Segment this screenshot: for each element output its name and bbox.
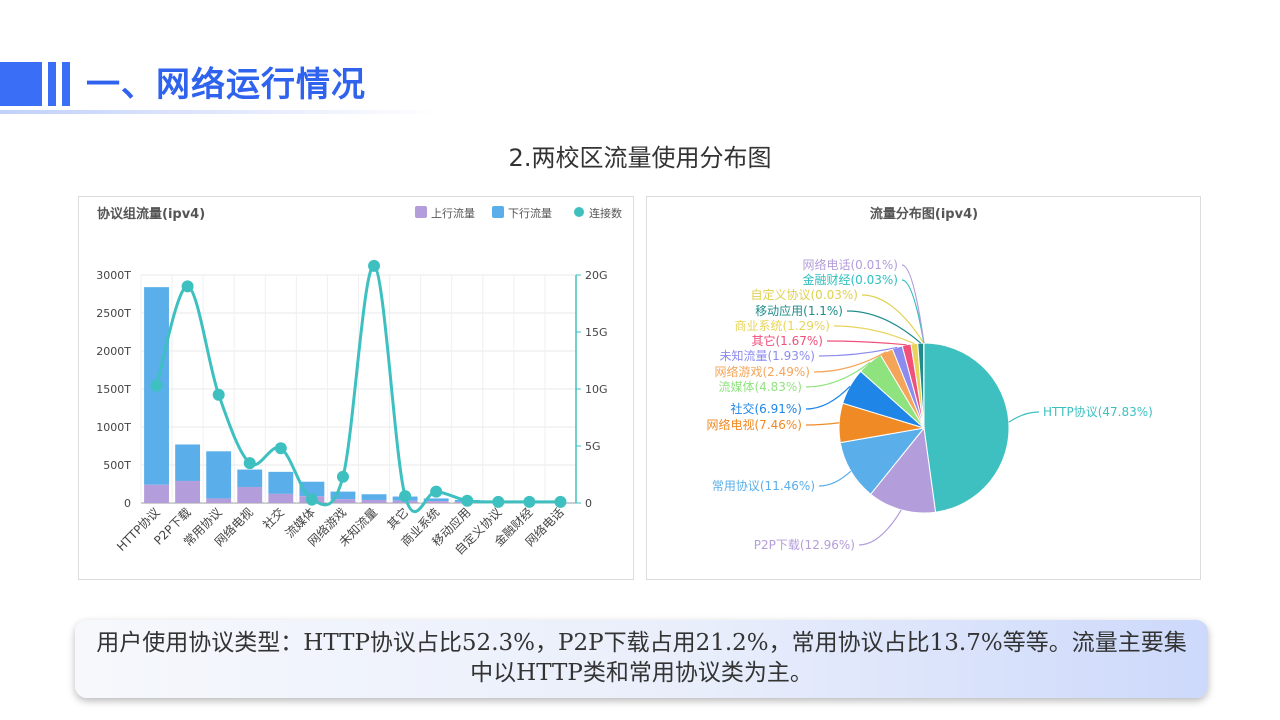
protocol-traffic-chart: 协议组流量(ipv4) 上行流量 下行流量 连接数 0 500T 1000T 1500T 200… [96, 206, 622, 558]
y-left-tick-label: 3000T [96, 269, 131, 282]
pie-label-leader [826, 340, 907, 346]
pie-slice-label: HTTP协议(47.83%) [1043, 404, 1153, 419]
pie-slice-label: 常用协议(11.46%) [712, 478, 815, 493]
pie-slice-label: 其它(1.67%) [752, 333, 824, 348]
legend-label: 上行流量 [431, 206, 475, 220]
chart-title: 流量分布图(ipv4) [870, 206, 978, 222]
pie-slice-label: 自定义协议(0.03%) [751, 287, 859, 302]
y-right-tick-label: 15G [585, 326, 608, 339]
pie-label-leader [818, 346, 898, 357]
y-right-tick-label: 20G [585, 269, 608, 282]
pie-slice-label: 网络游戏(2.49%) [715, 364, 811, 379]
bar-downstream [206, 451, 232, 499]
y-left-tick-label: 0 [124, 497, 131, 510]
bar-downstream [330, 491, 356, 500]
line-point [554, 495, 567, 508]
pie-label-leader [861, 294, 925, 344]
bar-upstream [175, 480, 201, 503]
y-left-tick-label: 2000T [96, 345, 131, 358]
y-right-tick-label: 0 [585, 497, 592, 510]
pie-label-leader [833, 325, 915, 345]
summary-text: 用户使用协议类型：HTTP协议占比52.3%，P2P下载占用21.2%，常用协议… [96, 630, 1187, 686]
bar-downstream [361, 494, 387, 500]
line-point [523, 495, 536, 508]
pie-slice-label: 未知流量(1.93%) [720, 349, 816, 363]
legend-swatch [574, 207, 584, 217]
pie-label-leader [901, 264, 925, 344]
pie-slice-label: 社交(6.91%) [731, 401, 803, 416]
bar-upstream [206, 498, 232, 503]
bar-downstream [175, 444, 201, 481]
protocol-traffic-chart-panel: 协议组流量(ipv4) 上行流量 下行流量 连接数 0 500T 1000T 1500T 200… [78, 196, 634, 580]
bar-downstream [268, 471, 294, 494]
x-tick-label: HTTP协议 [113, 505, 162, 554]
traffic-distribution-pie-chart: 流量分布图(ipv4) HTTP协议(47.83%) P2P下载(12.96%) 常用… [707, 206, 1153, 552]
pie-label-leader [805, 422, 840, 426]
pie-label-leader [1008, 411, 1040, 423]
line-point [399, 490, 412, 503]
y-right-tick-label: 10G [585, 383, 608, 396]
legend-label: 下行流量 [508, 206, 552, 220]
line-point [243, 457, 256, 470]
y-left-tick-label: 1000T [96, 421, 131, 434]
bar-upstream [330, 499, 356, 503]
y-right-tick-label: 5G [585, 440, 601, 453]
chart-title: 协议组流量(ipv4) [97, 206, 205, 222]
header-accent-bar [62, 62, 70, 106]
pie-label-leader [901, 279, 925, 344]
pie-slice [923, 342, 1010, 513]
line-point [212, 388, 225, 401]
y-left-tick-label: 1500T [96, 383, 131, 396]
pie-slice-label: 网络电视(7.46%) [707, 417, 803, 432]
bar-downstream [237, 469, 263, 488]
line-point [181, 280, 194, 293]
pie-label-leader [813, 351, 887, 373]
pie-label-leader [858, 509, 902, 546]
pie-slice [869, 426, 937, 514]
pie-slice-label: 金融财经(0.03%) [803, 272, 899, 287]
traffic-distribution-chart-panel: 流量分布图(ipv4) HTTP协议(47.83%) P2P下载(12.96%) 常用… [646, 196, 1201, 580]
line-point [461, 494, 474, 507]
legend-swatch [415, 206, 427, 218]
bar-upstream [237, 487, 263, 503]
bar-upstream [361, 499, 387, 503]
line-point [305, 493, 318, 506]
bar-upstream [268, 493, 294, 503]
pie-slice-label: 移动应用(1.1%) [755, 303, 843, 318]
pie-label-leader [818, 470, 852, 487]
y-left-tick-label: 2500T [96, 307, 131, 320]
header-accent-block [0, 62, 42, 106]
pie-label-leader [805, 361, 871, 388]
summary-callout: 用户使用协议类型：HTTP协议占比52.3%，P2P下载占用21.2%，常用协议… [75, 620, 1208, 698]
line-point [430, 485, 443, 498]
line-point [274, 442, 287, 455]
line-point [368, 259, 381, 272]
bar-upstream [144, 484, 169, 503]
bar-downstream [423, 498, 449, 502]
header-underline [0, 110, 440, 114]
line-point [336, 470, 349, 483]
header-accent-bar [48, 62, 56, 106]
bar-upstream [423, 501, 449, 503]
pie-slice-label: 商业系统(1.29%) [735, 318, 831, 333]
pie-label-leader [846, 310, 922, 344]
line-point [492, 495, 505, 508]
pie-slice-label: P2P下载(12.96%) [754, 538, 855, 552]
x-tick-label: 其它 [384, 505, 412, 533]
section-subtitle: 2.两校区流量使用分布图 [508, 144, 772, 172]
legend-swatch [492, 206, 504, 218]
x-tick-label: 社交 [259, 505, 287, 533]
pie-slice-label: 网络电话(0.01%) [803, 257, 899, 272]
legend-label: 连接数 [589, 207, 622, 220]
pie-label-leader [805, 385, 851, 410]
line-point [150, 379, 163, 392]
pie-slice-label: 流媒体(4.83%) [719, 380, 803, 394]
page-title: 一、网络运行情况 [86, 65, 366, 105]
y-left-tick-label: 500T [103, 459, 131, 472]
